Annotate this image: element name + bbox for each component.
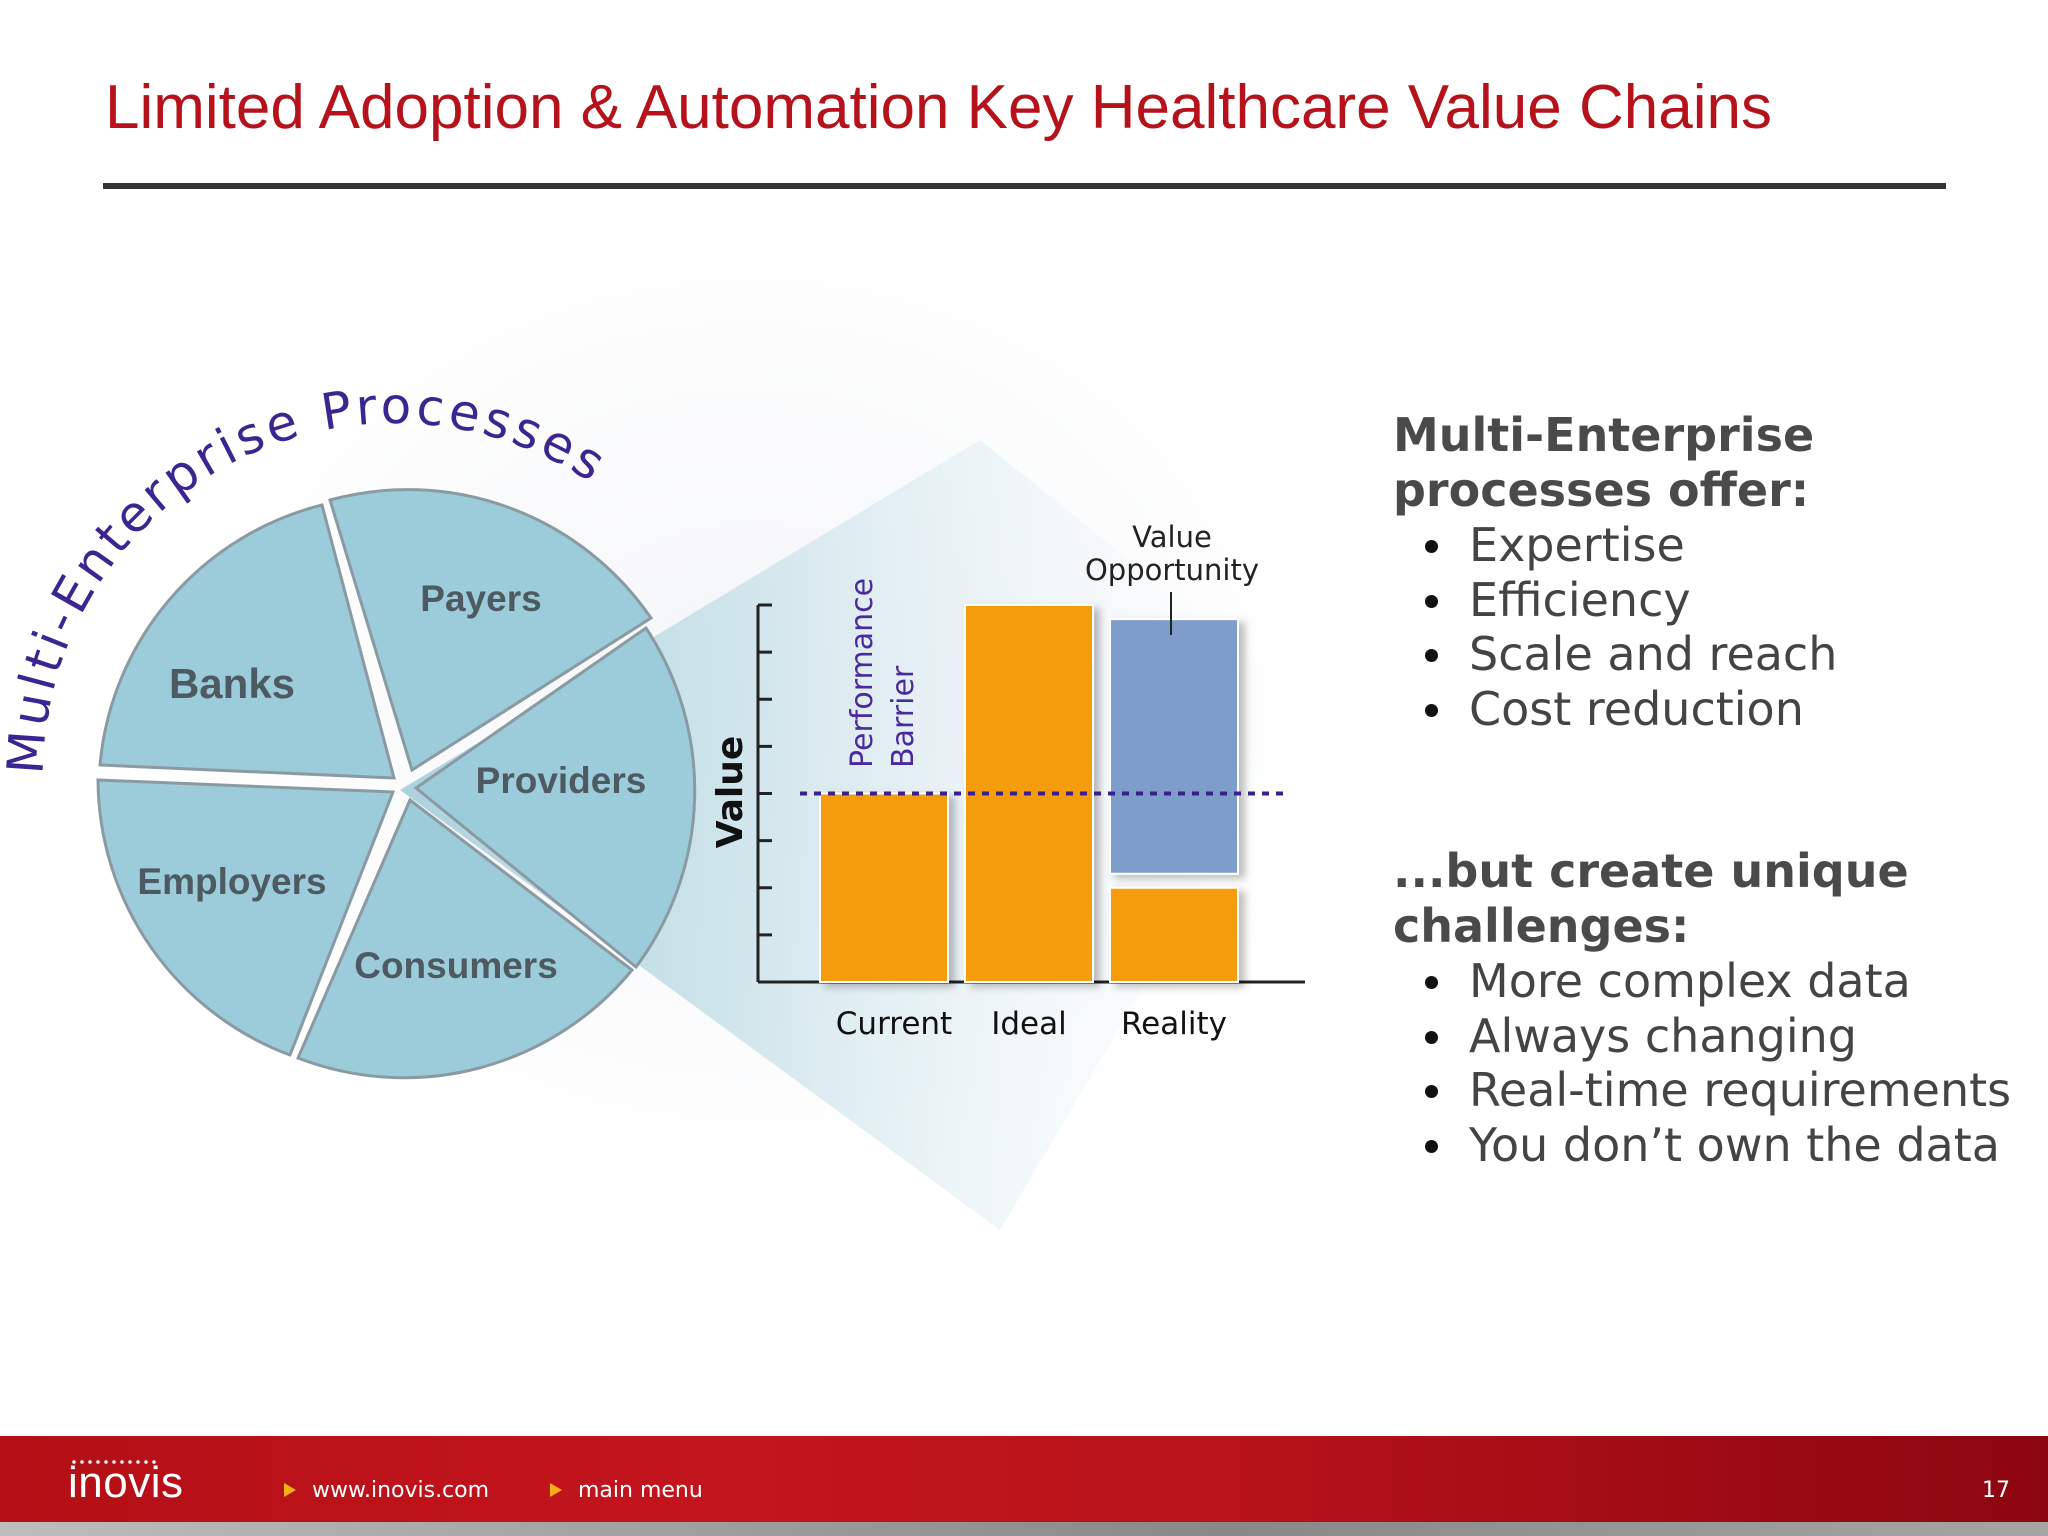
segment-label-employers: Employers <box>137 861 326 902</box>
logo-dots <box>70 1460 158 1464</box>
value-opportunity-label-line1: Value <box>1132 520 1212 554</box>
bar-reality-opportunity <box>1109 618 1239 875</box>
slide-title: Limited Adoption & Automation Key Health… <box>105 73 1772 142</box>
segment-providers <box>413 625 697 970</box>
segment-label-payers: Payers <box>420 578 541 619</box>
page-number: 17 <box>1982 1478 2010 1503</box>
list-item: Real-time requirements <box>1393 1063 2033 1118</box>
performance-barrier-label-line1: Performance <box>845 578 880 768</box>
footer-bottom-strip <box>0 1522 2048 1536</box>
list-item: Always changing <box>1393 1009 2033 1064</box>
x-tick-label: Current <box>836 1006 952 1042</box>
main-menu-link-label: main menu <box>578 1478 703 1503</box>
title-divider <box>103 183 1946 189</box>
list-item: Cost reduction <box>1393 682 2033 737</box>
list-item: Expertise <box>1393 518 2033 573</box>
heading-line: ...but create unique <box>1393 844 1909 898</box>
x-tick-label: Reality <box>1121 1006 1227 1042</box>
section-offers: Multi-Enterprise processes offer: Expert… <box>1393 408 2033 736</box>
segment-payers <box>328 488 654 773</box>
segment-label-banks: Banks <box>169 660 295 707</box>
challenges-list: More complex data Always changing Real-t… <box>1393 954 2033 1172</box>
list-item: More complex data <box>1393 954 2033 1009</box>
y-axis-label: Value <box>710 736 751 849</box>
bar-reality-base <box>1109 886 1239 983</box>
list-item: Efficiency <box>1393 573 2033 628</box>
list-item: Scale and reach <box>1393 627 2033 682</box>
segment-label-providers: Providers <box>476 760 647 801</box>
main-menu-link[interactable]: main menu <box>550 1478 703 1503</box>
heading-line: challenges: <box>1393 899 1690 953</box>
heading-line: processes offer: <box>1393 463 1810 517</box>
section-challenges-heading: ...but create unique challenges: <box>1393 844 2033 954</box>
section-offers-heading: Multi-Enterprise processes offer: <box>1393 408 2033 518</box>
segment-label-consumers: Consumers <box>354 945 558 986</box>
website-link[interactable]: www.inovis.com <box>284 1478 489 1503</box>
right-text-panel: Multi-Enterprise processes offer: Expert… <box>1393 408 2033 1172</box>
x-tick-label: Ideal <box>991 1006 1067 1042</box>
section-challenges: ...but create unique challenges: More co… <box>1393 844 2033 1172</box>
website-link-label: www.inovis.com <box>312 1478 490 1503</box>
offers-list: Expertise Efficiency Scale and reach Cos… <box>1393 518 2033 736</box>
list-item: You don’t own the data <box>1393 1118 2033 1173</box>
value-chain-diagram: Banks Payers Providers Consumers Employe… <box>0 377 1310 1230</box>
heading-line: Multi-Enterprise <box>1393 408 1815 462</box>
segment-banks <box>98 503 396 780</box>
inovis-logo: inovis <box>68 1458 184 1507</box>
play-arrow-icon <box>550 1483 562 1497</box>
play-arrow-icon <box>284 1483 296 1497</box>
bar-current-base <box>819 792 949 983</box>
value-opportunity-label-line2: Opportunity <box>1085 553 1259 587</box>
value-chart: Current Ideal Reality Value Performance Ba… <box>710 520 1305 1042</box>
performance-barrier-label-line2: Barrier <box>886 665 921 768</box>
footer-bar: inovis www.inovis.com main menu 17 <box>0 1436 2048 1536</box>
segment-consumers <box>296 797 635 1080</box>
segment-employers <box>96 778 396 1057</box>
